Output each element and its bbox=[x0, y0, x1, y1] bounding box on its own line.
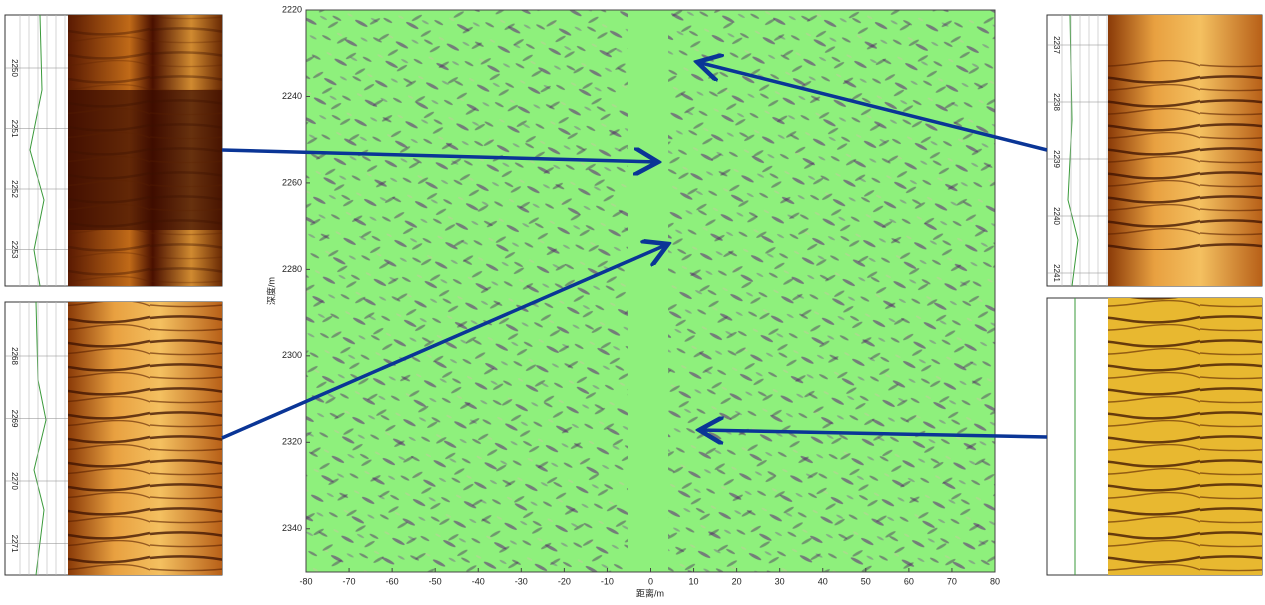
y-tick-label: 2240 bbox=[282, 91, 302, 101]
x-tick-label: 30 bbox=[775, 576, 785, 586]
panel bbox=[5, 302, 222, 575]
panel bbox=[5, 15, 222, 286]
x-tick-label: 0 bbox=[648, 576, 653, 586]
y-tick-label: 2280 bbox=[282, 264, 302, 274]
x-tick-label: 10 bbox=[689, 576, 699, 586]
x-tick-label: -20 bbox=[558, 576, 571, 586]
x-tick-label: -40 bbox=[472, 576, 485, 586]
y-tick-label: 2220 bbox=[282, 4, 302, 14]
y-tick-label: 2340 bbox=[282, 523, 302, 533]
x-axis-label: 距离/m bbox=[636, 587, 664, 598]
panel bbox=[1047, 15, 1262, 286]
figure: 深度/m 距离/m -80 -70 -60 -50 -40 -30 -20 -10 0 10 20 3… bbox=[0, 0, 1265, 600]
y-tick-label: 2300 bbox=[282, 350, 302, 360]
x-tick-label: 80 bbox=[990, 576, 1000, 586]
depth-label: 2270 bbox=[10, 472, 19, 490]
x-tick-label: -70 bbox=[343, 576, 356, 586]
depth-label: 2268 bbox=[10, 347, 19, 365]
y-tick-label: 2260 bbox=[282, 177, 302, 187]
x-tick-label: -80 bbox=[299, 576, 312, 586]
x-tick-label: -10 bbox=[601, 576, 614, 586]
depth-label: 2237 bbox=[1052, 36, 1061, 54]
depth-label: 2239 bbox=[1052, 150, 1061, 168]
y-axis-label: 深度/m bbox=[265, 277, 276, 305]
x-tick-label: 50 bbox=[861, 576, 871, 586]
panel bbox=[1047, 298, 1262, 575]
y-tick-label: 2320 bbox=[282, 437, 302, 447]
x-tick-label: 20 bbox=[732, 576, 742, 586]
depth-label: 2241 bbox=[1052, 264, 1061, 282]
depth-label: 2271 bbox=[10, 535, 19, 553]
depth-label: 2253 bbox=[10, 241, 19, 259]
x-tick-label: 60 bbox=[904, 576, 914, 586]
depth-label: 2269 bbox=[10, 410, 19, 428]
x-tick-label: -60 bbox=[386, 576, 399, 586]
depth-label: 2250 bbox=[10, 59, 19, 77]
depth-label: 2252 bbox=[10, 180, 19, 198]
x-tick-label: -50 bbox=[429, 576, 442, 586]
depth-label: 2238 bbox=[1052, 93, 1061, 111]
depth-label: 2240 bbox=[1052, 207, 1061, 225]
x-tick-label: -30 bbox=[515, 576, 528, 586]
depth-label: 2251 bbox=[10, 120, 19, 138]
section-image bbox=[306, 10, 995, 572]
x-tick-label: 40 bbox=[818, 576, 828, 586]
x-tick-label: 70 bbox=[947, 576, 957, 586]
